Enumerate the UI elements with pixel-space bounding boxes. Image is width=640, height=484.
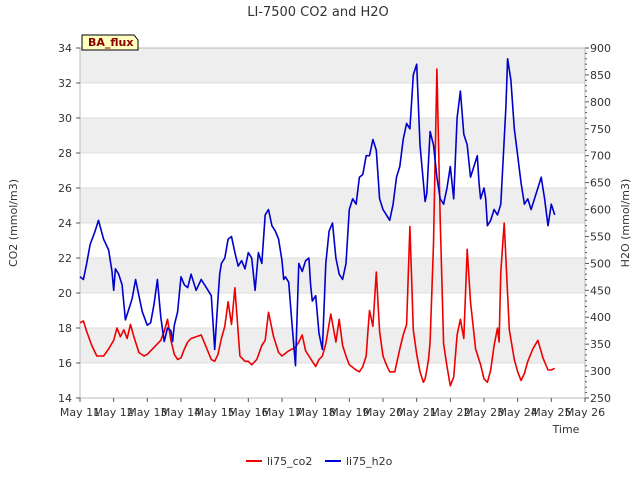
grid-band: [80, 328, 585, 363]
x-tick-label: May 16: [228, 406, 268, 419]
left-tick-label: 28: [58, 147, 72, 160]
grid-band: [80, 188, 585, 223]
left-tick-label: 30: [58, 112, 72, 125]
x-tick-label: May 22: [430, 406, 470, 419]
legend-label-co2: li75_co2: [267, 455, 312, 468]
right-tick-label: 300: [590, 365, 611, 378]
right-tick-label: 750: [590, 123, 611, 136]
grid-band: [80, 118, 585, 153]
x-tick-label: May 19: [329, 406, 369, 419]
x-tick-label: May 26: [565, 406, 605, 419]
x-tick-label: May 24: [498, 406, 538, 419]
x-tick-label: May 14: [161, 406, 201, 419]
x-tick-label: May 11: [60, 406, 100, 419]
right-tick-label: 250: [590, 392, 611, 405]
left-tick-label: 22: [58, 252, 72, 265]
x-tick-label: May 12: [94, 406, 134, 419]
left-tick-label: 24: [58, 217, 72, 230]
grid-lines: [80, 47, 585, 399]
y-axis-label-right: H2O (mmol/m3): [619, 179, 632, 268]
left-tick-label: 32: [58, 77, 72, 90]
left-tick-label: 20: [58, 287, 72, 300]
left-tick-label: 16: [58, 357, 72, 370]
annotation-label: BA_flux: [88, 36, 133, 49]
line-li75-co2: [79, 68, 556, 387]
grid-band: [80, 48, 585, 83]
left-tick-label: 14: [58, 392, 72, 405]
left-tick-label: 26: [58, 182, 72, 195]
left-tick-label: 18: [58, 322, 72, 335]
x-tick-label: May 20: [363, 406, 403, 419]
right-tick-label: 650: [590, 177, 611, 190]
x-tick-label: May 17: [262, 406, 302, 419]
annotation-box: BA_flux: [81, 34, 139, 51]
legend-label-h2o: li75_h2o: [346, 455, 393, 468]
right-tick-label: 700: [590, 150, 611, 163]
right-tick-label: 400: [590, 311, 611, 324]
x-tick-label: May 25: [531, 406, 571, 419]
x-axis-label: Time: [552, 423, 580, 436]
right-tick-label: 600: [590, 204, 611, 217]
x-tick-label: May 23: [464, 406, 504, 419]
right-y-axis: 250 300 350 400 450 500 550 600 650 700 750 800 850 9…: [585, 42, 611, 405]
line-li75-h2o: [79, 57, 556, 367]
x-tick-label: May 18: [296, 406, 336, 419]
chart-title: LI-7500 CO2 and H2O: [247, 5, 389, 20]
legend: li75_co2 li75_h2o: [246, 455, 393, 468]
right-tick-label: 850: [590, 69, 611, 82]
right-tick-label: 350: [590, 338, 611, 351]
right-tick-label: 800: [590, 96, 611, 109]
left-tick-label: 34: [58, 42, 72, 55]
right-tick-label: 500: [590, 257, 611, 270]
series-li75-h2o: [79, 57, 556, 367]
series-li75-co2: [79, 68, 556, 387]
left-y-axis: 14 16 18 20 22 24 26 28 30 32 34: [58, 42, 80, 405]
x-tick-label: May 13: [127, 406, 167, 419]
right-tick-label: 450: [590, 284, 611, 297]
right-tick-label: 900: [590, 42, 611, 55]
right-tick-label: 550: [590, 230, 611, 243]
y-axis-label-left: CO2 (mmol/m3): [7, 179, 20, 267]
x-tick-label: May 15: [195, 406, 235, 419]
x-tick-label: May 21: [397, 406, 437, 419]
